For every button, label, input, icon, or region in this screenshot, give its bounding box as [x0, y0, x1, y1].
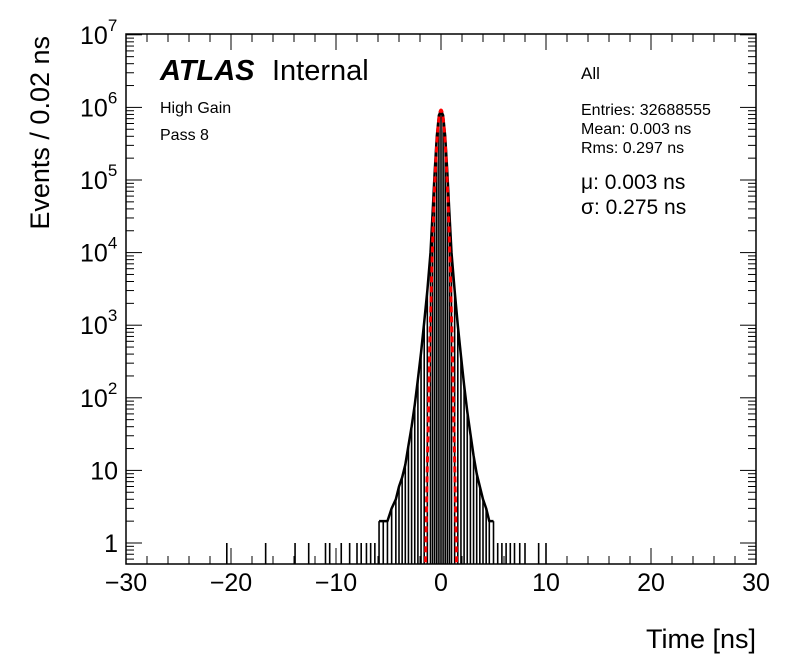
x-tick-label: 0 — [434, 569, 448, 597]
fit-mu: μ: 0.003 ns — [581, 171, 685, 194]
y-tick-label: 106 — [80, 88, 117, 122]
x-tick-label: −10 — [315, 569, 357, 597]
y-tick-label: 107 — [80, 16, 117, 50]
x-tick-label: 30 — [742, 569, 770, 597]
histogram-envelope — [379, 109, 494, 523]
stats-rms: Rms: 0.297 ns — [581, 140, 684, 157]
x-tick-label: 20 — [637, 569, 665, 597]
internal-label: Internal — [272, 55, 369, 87]
y-tick-label: 102 — [80, 379, 117, 413]
fit-sigma: σ: 0.275 ns — [581, 196, 686, 219]
histogram-series — [226, 109, 547, 564]
gain-label: High Gain — [160, 100, 231, 117]
y-axis-title: Events / 0.02 ns — [25, 36, 55, 230]
x-tick-label: −30 — [105, 569, 147, 597]
gaussian-fit-curve — [424, 108, 459, 565]
x-axis-title: Time [ns] — [646, 624, 756, 654]
stats-title: All — [581, 64, 600, 83]
x-tick-label: −20 — [210, 569, 252, 597]
y-tick-label: 104 — [80, 234, 117, 268]
x-tick-label: 10 — [532, 569, 560, 597]
fit-series — [424, 108, 459, 565]
y-tick-label: 105 — [80, 161, 117, 195]
plot-frame — [125, 33, 757, 565]
stats-entries: Entries: 32688555 — [581, 102, 711, 119]
axis-tick-labels: −30 −20 −10 0 10 20 30 1 10 102 103 104 105 106 107 — [80, 16, 770, 597]
y-tick-label: 1 — [104, 530, 118, 558]
stats-mean: Mean: 0.003 ns — [581, 121, 691, 138]
y-tick-label: 10 — [90, 457, 118, 485]
atlas-label: ATLAS — [159, 55, 255, 87]
y-tick-label: 103 — [80, 306, 117, 340]
pass-label: Pass 8 — [160, 127, 209, 144]
